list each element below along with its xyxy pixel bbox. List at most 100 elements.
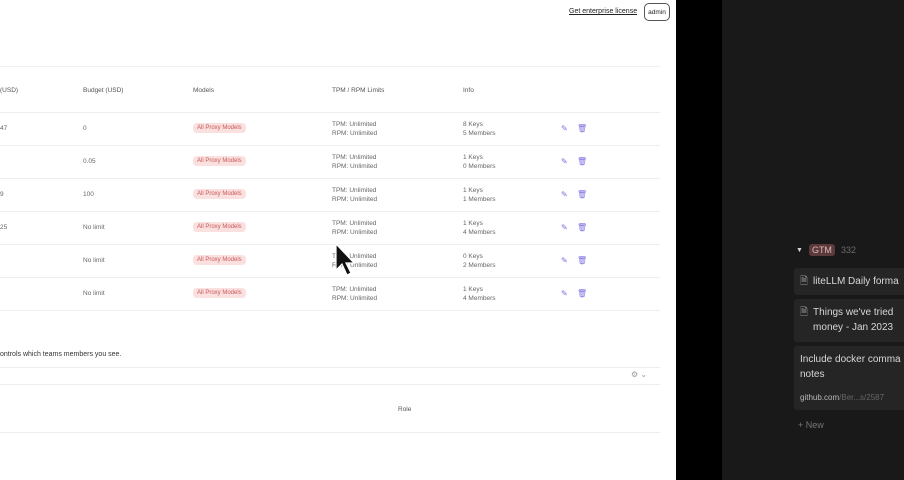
rpm-limit: RPM: Unlimited — [332, 262, 378, 269]
budget-cell: No limit — [83, 290, 105, 297]
card[interactable]: Include docker comma notes github.com/Be… — [794, 346, 904, 410]
top-bar: Get enterprise license admin — [0, 0, 676, 26]
user-menu-button[interactable]: admin — [644, 3, 670, 21]
trash-icon[interactable]: 🗑 — [577, 289, 588, 298]
rpm-limit: RPM: Unlimited — [332, 229, 378, 236]
col-spend: (USD) — [0, 87, 19, 94]
info-cell: 1 Keys 0 Members — [463, 153, 496, 171]
info-cell: 0 Keys 2 Members — [463, 252, 496, 270]
member-visibility-note: ontrols which teams members you see. — [0, 351, 122, 358]
limits-cell: TPM: Unlimited RPM: Unlimited — [332, 285, 377, 303]
card-title: Include docker comma notes — [800, 354, 901, 380]
members-count: 0 Members — [463, 163, 496, 170]
litellm-admin-panel: Get enterprise license admin (USD) Budge… — [0, 0, 676, 480]
card-title: liteLLM Daily forma — [813, 276, 899, 287]
models-badge: All Proxy Models — [193, 222, 246, 232]
models-badge: All Proxy Models — [193, 123, 246, 133]
keys-count: 1 Keys — [463, 220, 483, 227]
budget-cell: 0.05 — [83, 158, 96, 165]
divider — [0, 432, 660, 433]
table-header: (USD) Budget (USD) Models TPM / RPM Limi… — [0, 67, 660, 113]
group-tag: GTM — [808, 244, 835, 256]
trash-icon[interactable]: 🗑 — [577, 256, 588, 265]
table-row: 47 0 All Proxy Models TPM: Unlimited RPM:… — [0, 113, 660, 146]
table-row: 25 No limit All Proxy Models TPM: Unlimi… — [0, 212, 660, 245]
models-badge: All Proxy Models — [193, 189, 246, 199]
trash-icon[interactable]: 🗑 — [577, 157, 588, 166]
plus-icon: + — [798, 420, 806, 430]
card[interactable]: 🗎 liteLLM Daily forma — [794, 268, 904, 295]
link-path: /Ber...s/2587 — [839, 393, 885, 402]
members-count: 5 Members — [463, 130, 496, 137]
limits-cell: TPM: Unlimited RPM: Unlimited — [332, 153, 377, 171]
info-cell: 8 Keys 5 Members — [463, 120, 496, 138]
tpm-limit: TPM: Unlimited — [332, 286, 377, 293]
tpm-limit: TPM: Unlimited — [332, 154, 377, 161]
rpm-limit: RPM: Unlimited — [332, 295, 378, 302]
mouse-cursor-icon — [335, 243, 355, 276]
table-row: 9 100 All Proxy Models TPM: Unlimited RPM… — [0, 179, 660, 212]
members-count: 1 Members — [463, 196, 496, 203]
new-label: New — [805, 420, 824, 430]
info-cell: 1 Keys 4 Members — [463, 285, 496, 303]
keys-count: 1 Keys — [463, 187, 483, 194]
tpm-limit: TPM: Unlimited — [332, 121, 377, 128]
models-badge: All Proxy Models — [193, 255, 246, 265]
document-icon: 🗎 — [800, 307, 809, 318]
edit-icon[interactable]: ✎ — [561, 289, 568, 298]
col-budget: Budget (USD) — [83, 87, 124, 94]
members-toolbar — [0, 367, 660, 385]
keys-count: 0 Keys — [463, 253, 483, 260]
col-role: Role — [398, 406, 412, 413]
card-link[interactable]: github.com/Ber...s/2587 — [800, 390, 904, 405]
tpm-limit: TPM: Unlimited — [332, 220, 377, 227]
rpm-limit: RPM: Unlimited — [332, 196, 378, 203]
spend-cell: 9 — [0, 191, 4, 198]
group-header[interactable]: ▼ GTM 332 — [796, 244, 856, 256]
col-limits: TPM / RPM Limits — [332, 87, 385, 94]
edit-icon[interactable]: ✎ — [561, 256, 568, 265]
table-row: No limit All Proxy Models TPM: Unlimited… — [0, 278, 660, 311]
limits-cell: TPM: Unlimited RPM: Unlimited — [332, 252, 377, 270]
table-row: 0.05 All Proxy Models TPM: Unlimited RPM:… — [0, 146, 660, 179]
card-title: Things we've tried money - Jan 2023 — [813, 307, 894, 333]
budget-cell: 0 — [83, 125, 87, 132]
spend-cell: 47 — [0, 125, 8, 132]
teams-table: (USD) Budget (USD) Models TPM / RPM Limi… — [0, 66, 660, 311]
limits-cell: TPM: Unlimited RPM: Unlimited — [332, 219, 377, 237]
members-count: 4 Members — [463, 295, 496, 302]
keys-count: 1 Keys — [463, 154, 483, 161]
rpm-limit: RPM: Unlimited — [332, 130, 378, 137]
keys-count: 8 Keys — [463, 121, 483, 128]
tpm-limit: TPM: Unlimited — [332, 187, 377, 194]
limits-cell: TPM: Unlimited RPM: Unlimited — [332, 186, 377, 204]
limits-cell: TPM: Unlimited RPM: Unlimited — [332, 120, 377, 138]
table-row: No limit All Proxy Models TPM: Unlimited… — [0, 245, 660, 278]
trash-icon[interactable]: 🗑 — [577, 190, 588, 199]
edit-icon[interactable]: ✎ — [561, 223, 568, 232]
new-card-button[interactable]: + New — [798, 420, 824, 430]
edit-icon[interactable]: ✎ — [561, 190, 568, 199]
trash-icon[interactable]: 🗑 — [577, 124, 588, 133]
budget-cell: 100 — [83, 191, 94, 198]
group-count: 332 — [840, 245, 856, 255]
spend-cell: 25 — [0, 224, 8, 231]
members-count: 2 Members — [463, 262, 496, 269]
rpm-limit: RPM: Unlimited — [332, 163, 378, 170]
settings-gear-icon[interactable]: ⚙ ⌄ — [631, 370, 648, 379]
collapse-triangle-icon[interactable]: ▼ — [796, 246, 803, 254]
col-models: Models — [193, 87, 214, 94]
col-info: Info — [463, 87, 474, 94]
link-domain: github.com — [800, 393, 840, 402]
info-cell: 1 Keys 4 Members — [463, 219, 496, 237]
document-icon: 🗎 — [800, 276, 809, 287]
tpm-limit: TPM: Unlimited — [332, 253, 377, 260]
notion-sidebar: ▼ GTM 332 🗎 liteLLM Daily forma 🗎 Things w… — [722, 0, 904, 480]
models-badge: All Proxy Models — [193, 288, 246, 298]
card[interactable]: 🗎 Things we've tried money - Jan 2023 — [794, 299, 904, 342]
edit-icon[interactable]: ✎ — [561, 124, 568, 133]
enterprise-license-link[interactable]: Get enterprise license — [569, 8, 638, 15]
keys-count: 1 Keys — [463, 286, 483, 293]
trash-icon[interactable]: 🗑 — [577, 223, 588, 232]
edit-icon[interactable]: ✎ — [561, 157, 568, 166]
